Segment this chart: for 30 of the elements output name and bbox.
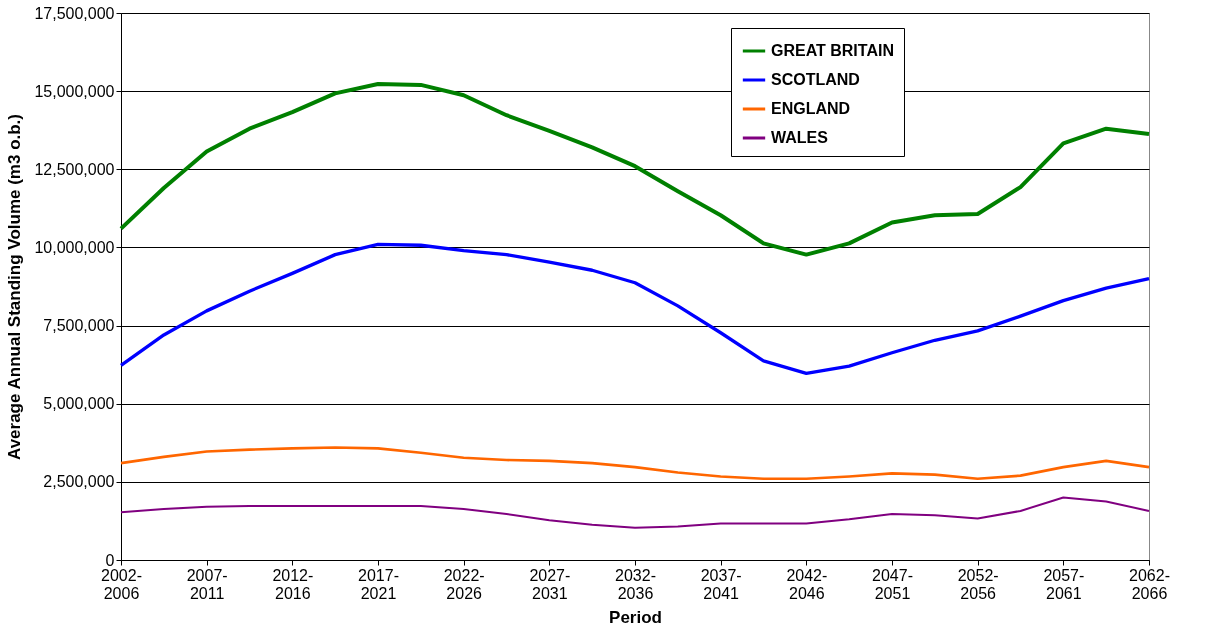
legend-label: ENGLAND — [771, 100, 851, 117]
x-tick-label: 2047-2051 — [872, 566, 913, 602]
x-axis-title: Period — [609, 607, 662, 627]
line-series — [119, 446, 1151, 481]
y-tick-label: 17,500,000 — [34, 4, 115, 22]
x-tick-label: 2062-2066 — [1129, 566, 1170, 602]
y-tick-label: 2,500,000 — [43, 473, 115, 491]
line-series — [119, 242, 1151, 376]
line-series — [120, 496, 1150, 529]
y-tick-label: 12,500,000 — [34, 160, 115, 178]
x-tick-label: 2057-2061 — [1043, 566, 1085, 602]
x-tick-label: 2027-2031 — [529, 566, 571, 602]
x-tick-label: 2017-2021 — [358, 566, 399, 602]
x-tick-label: 2012-2016 — [272, 566, 314, 602]
legend-label: SCOTLAND — [771, 71, 860, 88]
x-tick-label: 2032-2036 — [615, 566, 656, 602]
legend-label: WALES — [771, 129, 829, 146]
y-tick-label: 0 — [105, 551, 115, 569]
x-tick-label: 2002-2006 — [101, 566, 142, 602]
x-tick-label: 2052-2056 — [957, 566, 999, 602]
y-tick-label: 15,000,000 — [34, 82, 115, 100]
y-tick-label: 7,500,000 — [43, 317, 115, 335]
x-tick-label: 2007-2011 — [186, 566, 228, 602]
y-axis-title: Average Annual Standing Volume (m3 o.b.) — [5, 113, 25, 461]
y-tick-label: 10,000,000 — [34, 238, 115, 256]
x-tick-label: 2037-2041 — [700, 566, 742, 602]
legend-label: GREAT BRITAIN — [771, 42, 894, 59]
y-tick-label: 5,000,000 — [43, 395, 115, 413]
x-tick-label: 2022-2026 — [443, 566, 485, 602]
x-tick-label: 2042-2046 — [786, 566, 828, 602]
